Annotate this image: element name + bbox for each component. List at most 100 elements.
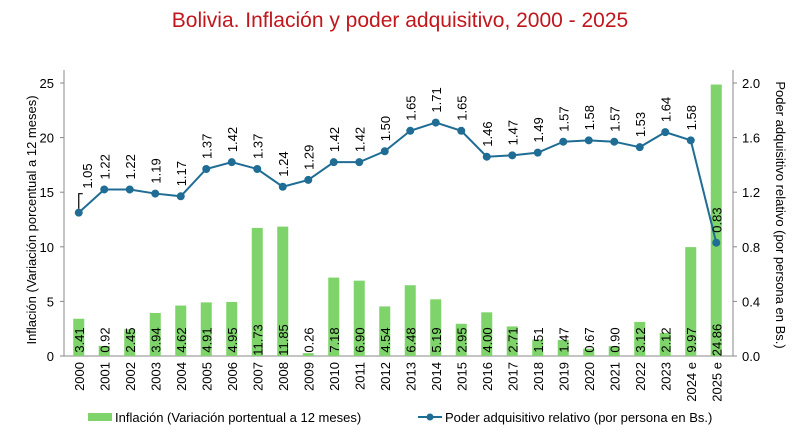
right-axis-title: Poder adquisitivo relativo (por persona … xyxy=(773,81,788,348)
purchasing-power-label: 1.46 xyxy=(480,121,495,146)
purchasing-power-label: 1.42 xyxy=(225,127,240,152)
purchasing-power-label: 0.83 xyxy=(709,207,724,232)
inflation-bar-label: 2.95 xyxy=(454,327,469,352)
inflation-bar-label: 7.18 xyxy=(327,327,342,352)
inflation-bar xyxy=(73,318,85,356)
inflation-bar-label: 4.91 xyxy=(199,327,214,352)
purchasing-power-label: 1.37 xyxy=(199,134,214,159)
left-tick-label: 25 xyxy=(40,76,54,91)
x-tick-label: 2012 xyxy=(378,362,393,391)
x-tick-label: 2010 xyxy=(327,362,342,391)
purchasing-power-label: 1.58 xyxy=(582,105,597,130)
purchasing-power-label: 1.24 xyxy=(276,151,291,176)
inflation-bar xyxy=(251,227,263,356)
x-tick-label: 2002 xyxy=(123,362,138,391)
purchasing-power-point xyxy=(125,185,134,194)
chart-title: Bolivia. Inflación y poder adquisitivo, … xyxy=(172,9,628,32)
inflation-bar xyxy=(685,247,697,356)
left-tick-label: 0 xyxy=(47,349,54,364)
inflation-bar-label: 2.45 xyxy=(123,327,138,352)
purchasing-power-point xyxy=(406,126,415,135)
x-tick-label: 2022 xyxy=(633,362,648,391)
purchasing-power-label: 1.22 xyxy=(123,154,138,179)
inflation-bar-label: 4.95 xyxy=(225,327,240,352)
inflation-bar xyxy=(200,302,212,356)
x-tick-label: 2019 xyxy=(556,362,571,391)
purchasing-power-point xyxy=(712,238,721,247)
inflation-bar xyxy=(506,326,518,356)
x-tick-label: 2004 xyxy=(174,362,189,391)
right-tick-label: 0.8 xyxy=(742,240,760,255)
purchasing-power-label: 1.57 xyxy=(556,106,571,131)
purchasing-power-label: 1.50 xyxy=(378,116,393,141)
right-tick-label: 1.6 xyxy=(742,131,760,146)
purchasing-power-point xyxy=(227,158,236,167)
inflation-bar-label: 4.00 xyxy=(480,327,495,352)
inflation-bar xyxy=(302,353,314,356)
legend-inflation-swatch xyxy=(88,413,112,421)
purchasing-power-label: 1.57 xyxy=(607,106,622,131)
inflation-bar-label: 6.90 xyxy=(352,327,367,352)
purchasing-power-label: 1.64 xyxy=(658,97,673,122)
inflation-bar xyxy=(353,280,365,356)
purchasing-power-label: 1.29 xyxy=(301,145,316,170)
purchasing-power-point xyxy=(559,137,568,146)
purchasing-power-point xyxy=(355,158,364,167)
purchasing-power-point xyxy=(635,143,644,152)
inflation-bar xyxy=(481,312,493,356)
purchasing-power-point xyxy=(457,126,466,135)
legend-line-marker xyxy=(426,413,434,421)
inflation-bar-label: 11.85 xyxy=(276,324,291,356)
inflation-bar xyxy=(328,277,340,356)
right-tick-label: 0.4 xyxy=(742,294,760,309)
inflation-bar-label: 2.71 xyxy=(505,327,520,352)
inflation-bar-label: 3.94 xyxy=(148,327,163,352)
inflation-bar xyxy=(175,305,187,356)
purchasing-power-point xyxy=(661,128,670,137)
inflation-bar-label: 0.26 xyxy=(301,327,316,352)
purchasing-power-point xyxy=(431,118,440,127)
inflation-bar-label: 24.86 xyxy=(709,324,724,357)
purchasing-power-point xyxy=(304,175,313,184)
inflation-bar xyxy=(404,285,416,356)
x-tick-label: 2023 xyxy=(658,362,673,391)
inflation-bar-label: 3.12 xyxy=(633,327,648,352)
inflation-bar xyxy=(98,345,110,356)
x-tick-label: 2007 xyxy=(250,362,265,391)
purchasing-power-label: 1.65 xyxy=(454,95,469,120)
purchasing-power-line xyxy=(78,121,718,243)
axes: 0 5 10 15 20 25 0.0 0.4 0.8 1.2 1.6 2.0 Inflación (V… xyxy=(24,70,788,402)
inflation-bar-label: 6.48 xyxy=(403,327,418,352)
inflation-bar xyxy=(277,226,289,356)
purchasing-power-label: 1.05 xyxy=(80,163,95,188)
x-tick-label: 2020 xyxy=(582,362,597,391)
legend-line-label: Poder adquisitivo relativo (por persona … xyxy=(445,410,712,425)
purchasing-power-label: 1.65 xyxy=(403,95,418,120)
purchasing-power-point xyxy=(202,164,211,173)
inflation-bar-label: 5.19 xyxy=(429,327,444,352)
inflation-bar-label: 0.67 xyxy=(582,327,597,352)
purchasing-power-label: 1.71 xyxy=(429,87,444,112)
left-tick-label: 5 xyxy=(47,294,54,309)
inflation-bar-label: 11.73 xyxy=(250,324,265,356)
inflation-bar xyxy=(532,339,544,356)
inflation-bar xyxy=(226,301,238,356)
inflation-bar-label: 9.97 xyxy=(684,327,699,352)
purchasing-power-point xyxy=(686,136,695,145)
x-tick-label: 2006 xyxy=(225,362,240,391)
inflation-bar-label: 3.41 xyxy=(72,327,87,352)
x-tick-label: 2003 xyxy=(148,362,163,391)
x-tick-label: 2009 xyxy=(301,362,316,391)
purchasing-power-point xyxy=(278,182,287,191)
purchasing-power-label: 1.58 xyxy=(684,105,699,130)
purchasing-power-point xyxy=(329,158,338,167)
inflation-bar xyxy=(634,321,646,356)
purchasing-power-label: 1.53 xyxy=(633,112,648,137)
label-leader-line xyxy=(78,193,83,209)
inflation-bar xyxy=(149,312,161,356)
purchasing-power-point xyxy=(610,137,619,146)
legend: Inflación (Variación portentual a 12 mes… xyxy=(88,410,712,425)
purchasing-power-series: 1.05 1.22 1.22 1.19 1.171.37 1.42 1.371.24 1.29… xyxy=(74,87,724,247)
x-tick-label: 2015 xyxy=(454,362,469,391)
